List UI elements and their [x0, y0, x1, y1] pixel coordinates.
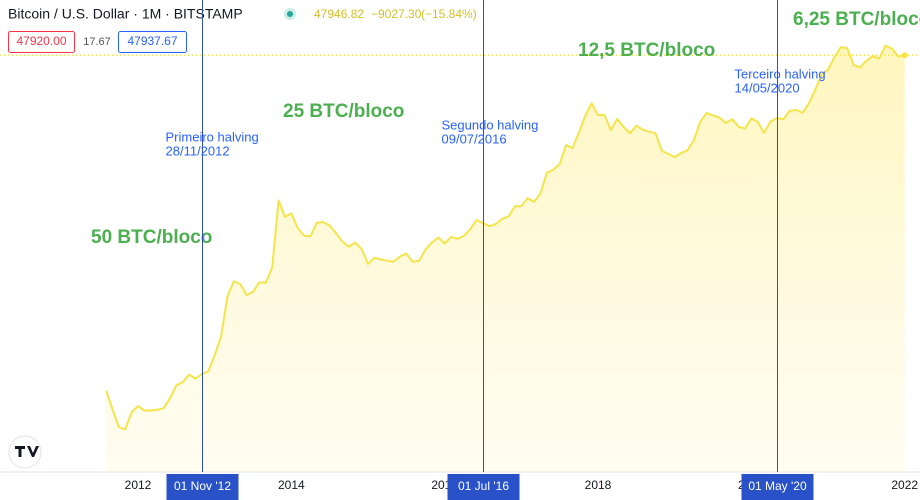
halving-date: 09/07/2016	[442, 131, 507, 146]
x-tick-label: 2022	[891, 478, 918, 492]
halving-name: Terceiro halving	[735, 66, 826, 81]
halving-axis-box	[166, 474, 239, 500]
price-line	[105, 44, 905, 431]
annotation: 50 BTC/bloco	[91, 227, 212, 248]
x-tick-label: 2018	[585, 478, 612, 492]
status-dot	[287, 11, 293, 17]
ask: 47937.67	[127, 34, 177, 48]
halving-date: 14/05/2020	[735, 80, 800, 95]
area	[106, 45, 905, 472]
halving-axis-label: 01 May '20	[748, 479, 807, 493]
ask-box	[118, 31, 187, 53]
halving-axis-box	[447, 474, 520, 500]
plot-area	[0, 44, 920, 473]
spread: 17.67	[83, 36, 111, 48]
annotation: 25 BTC/bloco	[283, 101, 404, 122]
price-change: −9027.30	[371, 7, 422, 21]
bid-box	[8, 31, 75, 53]
halving-date: 28/11/2012	[166, 143, 230, 158]
halving-name: Segundo halving	[442, 117, 539, 132]
annotation: 12,5 BTC/bloco	[578, 40, 715, 61]
bid: 47920.00	[16, 34, 66, 48]
halving-name: Primeiro halving	[166, 129, 259, 144]
price-change-pct: (−15.84%)	[421, 7, 477, 21]
halving-axis-box	[741, 474, 814, 500]
x-tick-label: 2012	[125, 478, 152, 492]
last-price: 47946.82	[314, 7, 364, 21]
halving-axis-label: 01 Jul '16	[458, 479, 509, 493]
halving-axis-label: 01 Nov '12	[174, 479, 231, 493]
x-tick-label: 2014	[278, 478, 305, 492]
last-point	[901, 52, 908, 59]
annotation: 6,25 BTC/bloco	[793, 9, 920, 30]
symbol: Bitcoin / U.S. Dollar · 1M · BITSTAMP	[8, 6, 243, 22]
logo	[8, 435, 42, 469]
